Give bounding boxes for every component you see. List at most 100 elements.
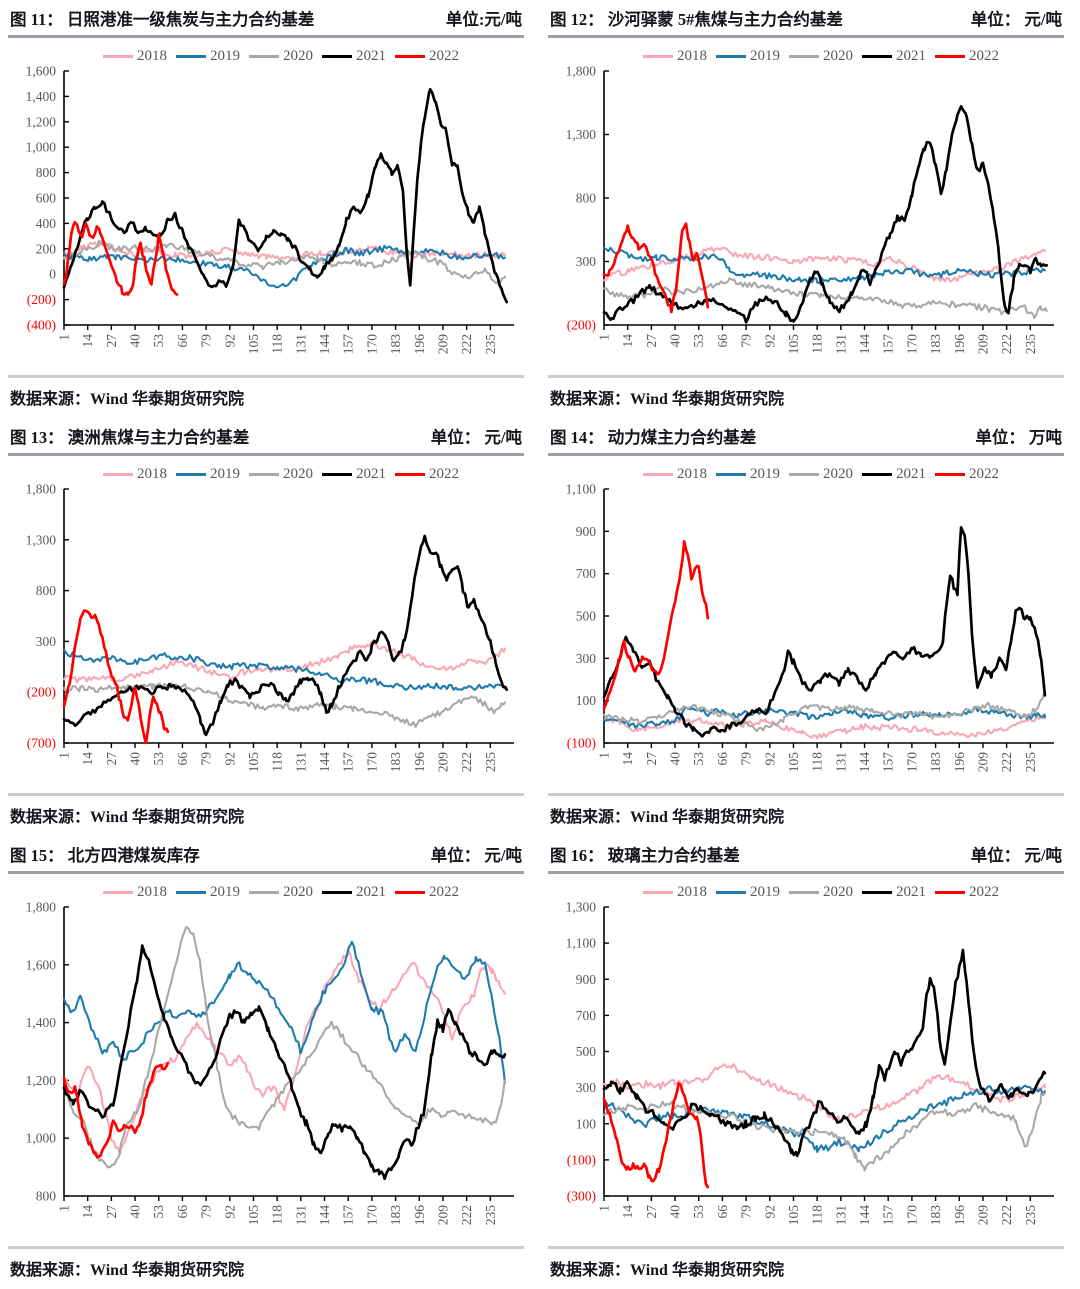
legend-label: 2021 bbox=[356, 884, 386, 900]
svg-text:14: 14 bbox=[620, 752, 635, 766]
svg-text:1: 1 bbox=[597, 1205, 612, 1212]
svg-text:(100): (100) bbox=[567, 736, 596, 751]
svg-text:157: 157 bbox=[881, 752, 896, 773]
figure-title: 图 11： 日照港准一级焦炭与主力合约基差 bbox=[10, 10, 315, 29]
line-chart: 1,600 1,400 1,200 1,000 800 600 400 200 0 (200) (4… bbox=[26, 65, 514, 355]
svg-text:170: 170 bbox=[904, 752, 919, 773]
svg-text:209: 209 bbox=[975, 1205, 990, 1226]
svg-text:79: 79 bbox=[199, 334, 214, 348]
figure-title: 图 16： 玻璃主力合约基差 bbox=[550, 846, 740, 865]
svg-text:144: 144 bbox=[317, 1205, 332, 1226]
figure-header: 图 12： 沙河驿蒙 5#焦煤与主力合约基差 单位： 元/吨 bbox=[548, 2, 1064, 35]
source-divider bbox=[548, 793, 1064, 796]
svg-text:(200): (200) bbox=[27, 292, 56, 307]
svg-text:1,300: 1,300 bbox=[26, 532, 57, 547]
figure-header: 图 15： 北方四港煤炭库存 单位： 元/吨 bbox=[8, 838, 524, 871]
svg-text:105: 105 bbox=[246, 334, 261, 355]
legend-swatch-2021 bbox=[322, 890, 352, 895]
svg-text:1: 1 bbox=[597, 752, 612, 759]
svg-text:14: 14 bbox=[80, 1205, 95, 1219]
svg-text:300: 300 bbox=[576, 1080, 597, 1095]
svg-text:196: 196 bbox=[412, 334, 427, 355]
svg-text:79: 79 bbox=[199, 752, 214, 766]
figure-header: 图 11： 日照港准一级焦炭与主力合约基差 单位:元/吨 bbox=[8, 2, 524, 35]
svg-text:300: 300 bbox=[36, 634, 57, 649]
svg-text:170: 170 bbox=[364, 1205, 379, 1226]
svg-text:800: 800 bbox=[36, 583, 57, 598]
legend-label: 2020 bbox=[823, 466, 853, 482]
legend-label: 2018 bbox=[677, 884, 707, 900]
data-source: 数据来源：Wind 华泰期货研究院 bbox=[550, 809, 784, 826]
legend-label: 2022 bbox=[969, 466, 999, 482]
svg-text:92: 92 bbox=[222, 1205, 237, 1219]
legend-label: 2019 bbox=[210, 884, 240, 900]
svg-text:105: 105 bbox=[786, 1205, 801, 1226]
legend-swatch-2019 bbox=[176, 890, 206, 895]
svg-text:92: 92 bbox=[762, 752, 777, 766]
legend-swatch-2021 bbox=[322, 54, 352, 59]
legend-item-2018: 2018 bbox=[643, 48, 707, 65]
svg-text:1,400: 1,400 bbox=[26, 1015, 57, 1030]
svg-text:1,800: 1,800 bbox=[26, 483, 57, 497]
chart-area: 1,600 1,400 1,200 1,000 800 600 400 200 0 (200) (4… bbox=[8, 65, 524, 375]
legend-label: 2022 bbox=[429, 884, 459, 900]
chart-legend: 2018 2019 2020 2021 2022 bbox=[38, 466, 524, 483]
legend-swatch-2020 bbox=[789, 54, 819, 59]
svg-text:200: 200 bbox=[36, 241, 57, 256]
svg-text:235: 235 bbox=[483, 752, 498, 773]
legend-label: 2018 bbox=[677, 48, 707, 64]
legend-item-2021: 2021 bbox=[862, 48, 926, 65]
svg-text:79: 79 bbox=[739, 752, 754, 766]
title-divider bbox=[8, 871, 524, 874]
svg-text:1,300: 1,300 bbox=[566, 127, 597, 142]
svg-text:222: 222 bbox=[999, 334, 1014, 354]
svg-text:196: 196 bbox=[952, 1205, 967, 1226]
svg-text:53: 53 bbox=[691, 752, 706, 766]
svg-text:170: 170 bbox=[364, 334, 379, 355]
legend-swatch-2018 bbox=[643, 472, 673, 477]
svg-text:131: 131 bbox=[833, 1205, 848, 1225]
svg-text:40: 40 bbox=[128, 752, 143, 766]
legend-label: 2021 bbox=[896, 884, 926, 900]
chart-area: 1,100 900 700 500 300 100 (100) 1 14 27 40 53 66 79 92… bbox=[548, 483, 1064, 793]
line-chart: 1,800 1,300 800 300 (200) (700)1 14 27 40 53 66 79 9… bbox=[26, 483, 514, 773]
svg-text:500: 500 bbox=[576, 1044, 597, 1059]
svg-text:144: 144 bbox=[317, 334, 332, 355]
svg-text:222: 222 bbox=[459, 1205, 474, 1225]
legend-item-2020: 2020 bbox=[789, 48, 853, 65]
svg-text:700: 700 bbox=[576, 1008, 597, 1023]
legend-swatch-2019 bbox=[716, 890, 746, 895]
legend-item-2020: 2020 bbox=[249, 466, 313, 483]
figure-unit-label: 单位： 元/吨 bbox=[430, 428, 522, 447]
figure-block-fig15: 图 15： 北方四港煤炭库存 单位： 元/吨 2018 2019 2020 2021 2… bbox=[0, 836, 540, 1289]
svg-text:100: 100 bbox=[576, 693, 597, 708]
legend-swatch-2019 bbox=[716, 54, 746, 59]
svg-text:196: 196 bbox=[952, 334, 967, 355]
svg-text:1,400: 1,400 bbox=[26, 89, 57, 104]
legend-item-2019: 2019 bbox=[716, 48, 780, 65]
legend-swatch-2019 bbox=[716, 472, 746, 477]
legend-label: 2018 bbox=[137, 884, 167, 900]
svg-text:1,100: 1,100 bbox=[566, 483, 597, 497]
legend-item-2018: 2018 bbox=[643, 466, 707, 483]
legend-label: 2019 bbox=[750, 466, 780, 482]
svg-text:27: 27 bbox=[644, 334, 659, 348]
svg-text:92: 92 bbox=[222, 334, 237, 348]
chart-area: 1,800 1,300 800 300 (200) (700) 1 14 27 40 53 66 79 9… bbox=[8, 483, 524, 793]
legend-label: 2020 bbox=[283, 466, 313, 482]
legend-item-2022: 2022 bbox=[395, 48, 459, 65]
svg-text:222: 222 bbox=[459, 752, 474, 772]
svg-text:(100): (100) bbox=[567, 1152, 596, 1167]
svg-text:209: 209 bbox=[435, 752, 450, 773]
legend-label: 2019 bbox=[750, 48, 780, 64]
legend-item-2018: 2018 bbox=[103, 466, 167, 483]
svg-text:209: 209 bbox=[975, 334, 990, 355]
svg-text:66: 66 bbox=[175, 1205, 190, 1219]
line-chart: 1,300 1,100 900 700 500 300 100 (100) (300)1 14 27… bbox=[566, 901, 1054, 1226]
legend-label: 2018 bbox=[677, 466, 707, 482]
legend-swatch-2021 bbox=[322, 472, 352, 477]
legend-label: 2018 bbox=[137, 48, 167, 64]
legend-item-2022: 2022 bbox=[395, 466, 459, 483]
svg-text:53: 53 bbox=[151, 1205, 166, 1219]
